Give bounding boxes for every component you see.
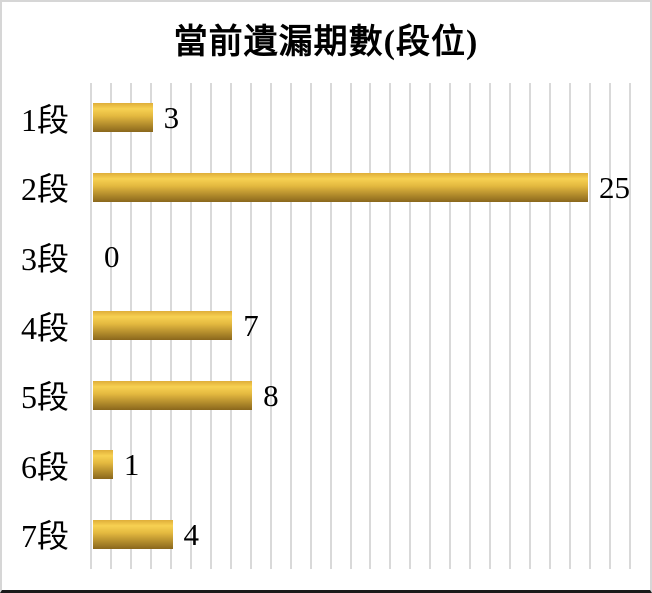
value-label: 7 [243, 308, 259, 344]
bar-row: 3 [91, 83, 630, 152]
category-label: 3段 [20, 240, 69, 277]
bar-row: 0 [91, 222, 630, 291]
plot-wrap: 1段 2段 3段 4段 5段 6段 7段 3 25 0 7 8 1 4 [2, 83, 650, 569]
gridline [389, 83, 392, 569]
bar [93, 380, 253, 410]
bar-row: 7 [91, 291, 630, 360]
bar-row: 25 [91, 152, 630, 221]
gridline [409, 83, 412, 569]
value-label: 0 [104, 239, 120, 275]
bar [93, 450, 113, 480]
gridline [569, 83, 572, 569]
gridline [489, 83, 492, 569]
value-label: 4 [183, 516, 200, 552]
bar [93, 103, 153, 133]
gridline [329, 83, 332, 569]
bar [93, 172, 588, 202]
value-label: 25 [599, 169, 630, 205]
gridline [629, 83, 631, 569]
value-label: 3 [163, 100, 180, 136]
gridline [90, 83, 92, 569]
gridline [269, 83, 272, 569]
gridline [289, 83, 292, 569]
gridline [469, 83, 472, 569]
bar-row: 8 [91, 361, 630, 430]
gridline [589, 83, 592, 569]
category-label: 4段 [20, 309, 69, 346]
value-label: 8 [263, 377, 279, 413]
category-label: 7段 [20, 518, 69, 555]
gridline [509, 83, 512, 569]
category-label: 5段 [20, 379, 69, 416]
plot-area: 3 25 0 7 8 1 4 [90, 83, 631, 569]
gridline [429, 83, 432, 569]
category-label: 6段 [20, 448, 69, 485]
chart-title: 當前遺漏期數(段位) [173, 24, 479, 61]
value-label: 1 [123, 447, 140, 483]
bar [93, 519, 173, 549]
gridline [309, 83, 312, 569]
gridline [549, 83, 552, 569]
gridline [529, 83, 532, 569]
bar-row: 4 [91, 500, 630, 569]
category-axis: 1段 2段 3段 4段 5段 6段 7段 [2, 83, 91, 569]
bar-rows: 3 25 0 7 8 1 4 [91, 83, 630, 569]
gridline [369, 83, 372, 569]
gridline [249, 83, 252, 569]
gridline [449, 83, 452, 569]
gridline [609, 83, 612, 569]
gridline [349, 83, 352, 569]
category-label: 2段 [20, 171, 69, 208]
bar [93, 311, 233, 341]
category-label: 1段 [20, 101, 69, 138]
bar-row: 1 [91, 430, 630, 499]
